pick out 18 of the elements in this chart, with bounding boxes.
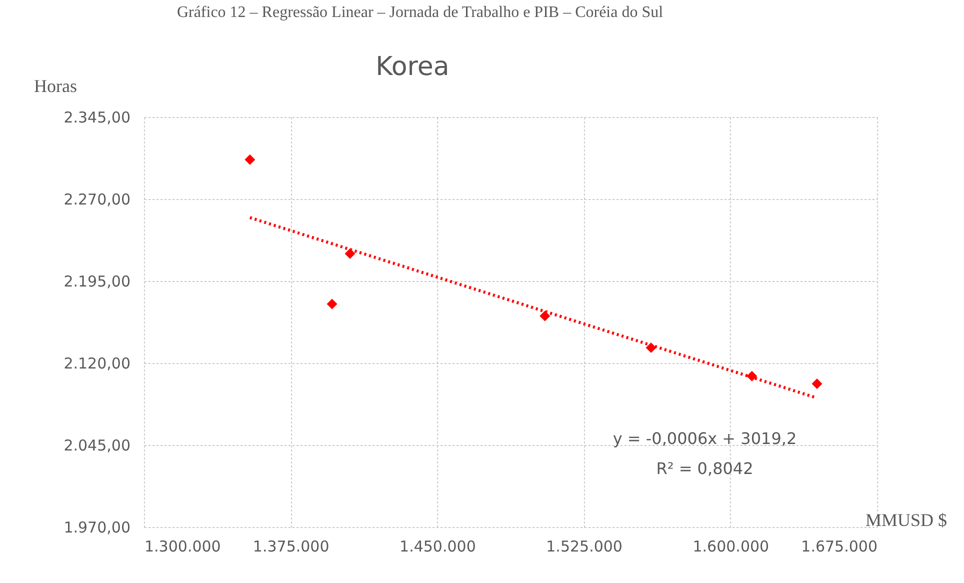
x-tick-label: 1.525.000: [546, 538, 622, 556]
x-tick-label: 1.300.000: [144, 538, 221, 556]
annotation: R² = 0,8042: [656, 459, 754, 478]
text: Gráfico 12 – Regressão Linear – Jornada de Trabalho e PIB – Coréia do Sul: [176, 4, 664, 21]
chart-title: Korea: [376, 52, 450, 82]
x-axis-title: MMUSD $: [865, 510, 947, 530]
x-tick-label: 1.600.000: [692, 538, 770, 556]
x-tick-label: 1.375.000: [252, 538, 330, 556]
x-tick-label: 1.675.000: [801, 538, 878, 556]
y-tick-label: 1.970,00: [64, 518, 130, 536]
x-tick-label: 1.450.000: [400, 538, 476, 556]
y-tick-label: 2.120,00: [64, 354, 130, 372]
annotation: y = -0,0006x + 3019,2: [612, 429, 797, 448]
y-tick-label: 2.045,00: [64, 436, 130, 454]
y-tick-label: 2.345,00: [64, 108, 130, 126]
y-tick-label: 2.195,00: [64, 272, 130, 290]
y-tick-label: 2.270,00: [64, 190, 130, 208]
y-axis-title: Horas: [34, 76, 77, 96]
